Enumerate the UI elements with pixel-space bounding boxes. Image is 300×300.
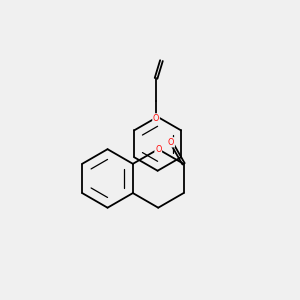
- Text: O: O: [153, 114, 159, 123]
- Text: O: O: [168, 138, 174, 147]
- Text: O: O: [155, 145, 161, 154]
